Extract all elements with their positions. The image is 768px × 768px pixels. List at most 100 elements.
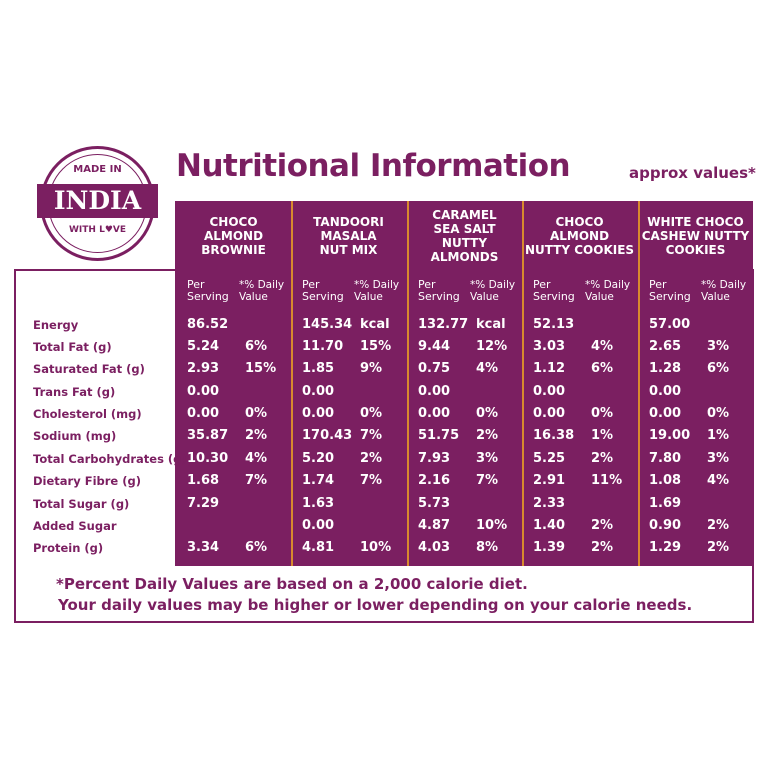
per-serving-value: 0.00 bbox=[533, 406, 566, 421]
daily-value: 2% bbox=[591, 518, 614, 533]
per-serving-value: 16.38 bbox=[533, 428, 575, 443]
daily-value-header: *% Daily Value bbox=[585, 279, 631, 303]
per-serving-value: 1.63 bbox=[302, 496, 335, 511]
per-serving-value: 0.75 bbox=[418, 361, 451, 376]
per-serving-value: 1.40 bbox=[533, 518, 566, 533]
per-serving-value: 52.13 bbox=[533, 317, 575, 332]
per-serving-value: 1.08 bbox=[649, 473, 682, 488]
per-serving-value: 0.90 bbox=[649, 518, 682, 533]
nutrient-label: Total Sugar (g) bbox=[33, 497, 130, 511]
per-serving-value: 0.00 bbox=[302, 384, 335, 399]
page-title: Nutritional Information bbox=[176, 148, 571, 184]
daily-value: 10% bbox=[476, 518, 508, 533]
per-serving-value: 0.00 bbox=[187, 384, 220, 399]
daily-value: 4% bbox=[245, 451, 268, 466]
per-serving-value: 1.29 bbox=[649, 540, 682, 555]
per-serving-value: 1.85 bbox=[302, 361, 335, 376]
daily-value: 2% bbox=[591, 451, 614, 466]
nutrient-label: Dietary Fibre (g) bbox=[33, 474, 141, 488]
per-serving-value: 2.65 bbox=[649, 339, 682, 354]
per-serving-value: 0.00 bbox=[187, 406, 220, 421]
daily-value: 2% bbox=[245, 428, 268, 443]
approx-values-note: approx values* bbox=[629, 164, 756, 182]
daily-value: 11% bbox=[591, 473, 623, 488]
footer-line-1: *Percent Daily Values are based on a 2,0… bbox=[56, 575, 528, 593]
per-serving-value: 132.77 bbox=[418, 317, 469, 332]
daily-value: 2% bbox=[707, 540, 730, 555]
per-serving-header: Per Serving bbox=[649, 278, 691, 303]
footer-note: *Percent Daily Values are based on a 2,0… bbox=[56, 574, 692, 616]
daily-value: 4% bbox=[707, 473, 730, 488]
daily-value: 10% bbox=[360, 540, 392, 555]
product-header-3: CARAMEL SEA SALT NUTTY ALMONDS bbox=[430, 207, 499, 264]
daily-value: 6% bbox=[591, 361, 614, 376]
daily-value: 7% bbox=[360, 428, 383, 443]
nutrient-label: Total Carbohydrates (g) bbox=[33, 452, 187, 466]
daily-value: 3% bbox=[707, 451, 730, 466]
daily-value: 2% bbox=[360, 451, 383, 466]
badge-main-text: INDIA bbox=[37, 184, 158, 218]
daily-value: kcal bbox=[360, 317, 390, 332]
per-serving-value: 7.80 bbox=[649, 451, 682, 466]
per-serving-value: 7.29 bbox=[187, 496, 220, 511]
per-serving-value: 2.33 bbox=[533, 496, 566, 511]
daily-value: 12% bbox=[476, 339, 508, 354]
per-serving-value: 1.69 bbox=[649, 496, 682, 511]
per-serving-value: 4.03 bbox=[418, 540, 451, 555]
daily-value: 8% bbox=[476, 540, 499, 555]
daily-value: 0% bbox=[245, 406, 268, 421]
per-serving-value: 5.20 bbox=[302, 451, 335, 466]
product-header-5: WHITE CHOCO CASHEW NUTTY COOKIES bbox=[641, 214, 750, 257]
per-serving-value: 10.30 bbox=[187, 451, 229, 466]
daily-value: 6% bbox=[707, 361, 730, 376]
per-serving-value: 9.44 bbox=[418, 339, 451, 354]
daily-value: 15% bbox=[245, 361, 277, 376]
per-serving-value: 0.00 bbox=[302, 518, 335, 533]
per-serving-value: 3.34 bbox=[187, 540, 220, 555]
daily-value: 9% bbox=[360, 361, 383, 376]
per-serving-value: 7.93 bbox=[418, 451, 451, 466]
per-serving-value: 0.00 bbox=[649, 406, 682, 421]
daily-value: 2% bbox=[707, 518, 730, 533]
per-serving-value: 19.00 bbox=[649, 428, 691, 443]
daily-value: 1% bbox=[591, 428, 614, 443]
per-serving-value: 0.00 bbox=[649, 384, 682, 399]
daily-value: 15% bbox=[360, 339, 392, 354]
nutrient-label: Trans Fat (g) bbox=[33, 385, 116, 399]
per-serving-value: 1.28 bbox=[649, 361, 682, 376]
per-serving-value: 1.39 bbox=[533, 540, 566, 555]
nutrient-label: Total Fat (g) bbox=[33, 340, 112, 354]
daily-value-header: *% Daily Value bbox=[470, 279, 516, 303]
per-serving-value: 5.24 bbox=[187, 339, 220, 354]
per-serving-value: 3.03 bbox=[533, 339, 566, 354]
footer-line-2: Your daily values may be higher or lower… bbox=[58, 596, 693, 614]
nutrient-label: Energy bbox=[33, 318, 79, 332]
per-serving-value: 1.74 bbox=[302, 473, 335, 488]
daily-value: 6% bbox=[245, 540, 268, 555]
daily-value: 2% bbox=[591, 540, 614, 555]
per-serving-value: 170.43 bbox=[302, 428, 353, 443]
daily-value: 1% bbox=[707, 428, 730, 443]
per-serving-value: 145.34 bbox=[302, 317, 353, 332]
per-serving-value: 0.00 bbox=[418, 406, 451, 421]
daily-value-header: *% Daily Value bbox=[239, 279, 285, 303]
per-serving-value: 57.00 bbox=[649, 317, 691, 332]
nutrient-label: Protein (g) bbox=[33, 541, 104, 555]
per-serving-value: 0.00 bbox=[418, 384, 451, 399]
nutrient-label: Sodium (mg) bbox=[33, 429, 117, 443]
badge-bottom-text: WITH L♥VE bbox=[69, 225, 126, 235]
product-header-1: CHOCO ALMOND BROWNIE bbox=[201, 214, 266, 257]
daily-value: 0% bbox=[707, 406, 730, 421]
daily-value: 7% bbox=[245, 473, 268, 488]
product-header-4: CHOCO ALMOND NUTTY COOKIES bbox=[524, 214, 635, 257]
column-separator bbox=[407, 201, 409, 566]
column-separator bbox=[638, 201, 640, 566]
per-serving-value: 4.87 bbox=[418, 518, 451, 533]
per-serving-value: 2.91 bbox=[533, 473, 566, 488]
made-in-india-badge: MADE IN INDIA WITH L♥VE bbox=[37, 146, 158, 261]
daily-value: 0% bbox=[476, 406, 499, 421]
per-serving-value: 11.70 bbox=[302, 339, 344, 354]
per-serving-header: Per Serving bbox=[533, 278, 575, 303]
per-serving-value: 4.81 bbox=[302, 540, 335, 555]
daily-value: 3% bbox=[476, 451, 499, 466]
